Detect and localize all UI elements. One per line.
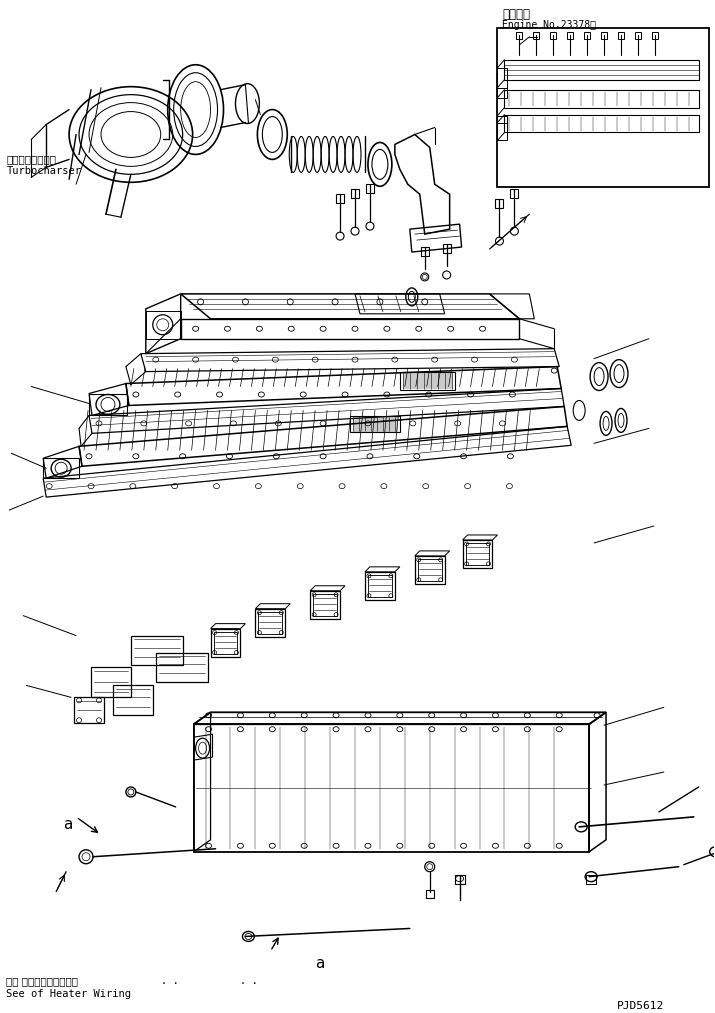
Bar	[146, 311, 181, 338]
Bar	[498, 68, 508, 88]
Bar	[584, 31, 590, 38]
Bar	[567, 31, 573, 38]
Bar	[516, 31, 523, 38]
Bar	[400, 372, 455, 390]
Text: a: a	[63, 816, 72, 832]
Bar	[498, 123, 508, 141]
Bar	[498, 28, 709, 187]
Text: Engine No.23378～: Engine No.23378～	[503, 20, 596, 30]
Bar	[495, 200, 503, 209]
Text: 適用号機: 適用号機	[503, 8, 531, 21]
Bar	[420, 247, 429, 256]
Bar	[366, 184, 374, 193]
Bar	[601, 31, 607, 38]
Bar	[425, 889, 434, 898]
Bar	[511, 189, 518, 199]
Text: . .: . .	[240, 977, 258, 987]
Text: Turbocharser: Turbocharser	[6, 166, 82, 176]
Bar	[43, 458, 79, 478]
Bar	[618, 31, 624, 38]
Bar	[635, 31, 641, 38]
Bar	[455, 874, 465, 883]
Bar	[89, 393, 127, 415]
Text: PJD5612: PJD5612	[617, 1001, 664, 1011]
Text: . .: . .	[161, 977, 178, 987]
Bar	[551, 31, 556, 38]
Bar	[498, 88, 508, 97]
Bar	[586, 874, 596, 883]
Bar	[350, 416, 400, 433]
Bar	[351, 189, 359, 199]
Bar	[652, 31, 658, 38]
Text: a: a	[315, 956, 325, 971]
Text: ヒー タワイヤリング参照: ヒー タワイヤリング参照	[6, 977, 79, 987]
Text: See of Heater Wiring: See of Heater Wiring	[6, 990, 132, 999]
Bar	[533, 31, 539, 38]
Bar	[498, 115, 508, 123]
Text: ターボチャージャ: ターボチャージャ	[6, 154, 56, 164]
Bar	[336, 194, 344, 204]
Bar	[443, 244, 450, 253]
